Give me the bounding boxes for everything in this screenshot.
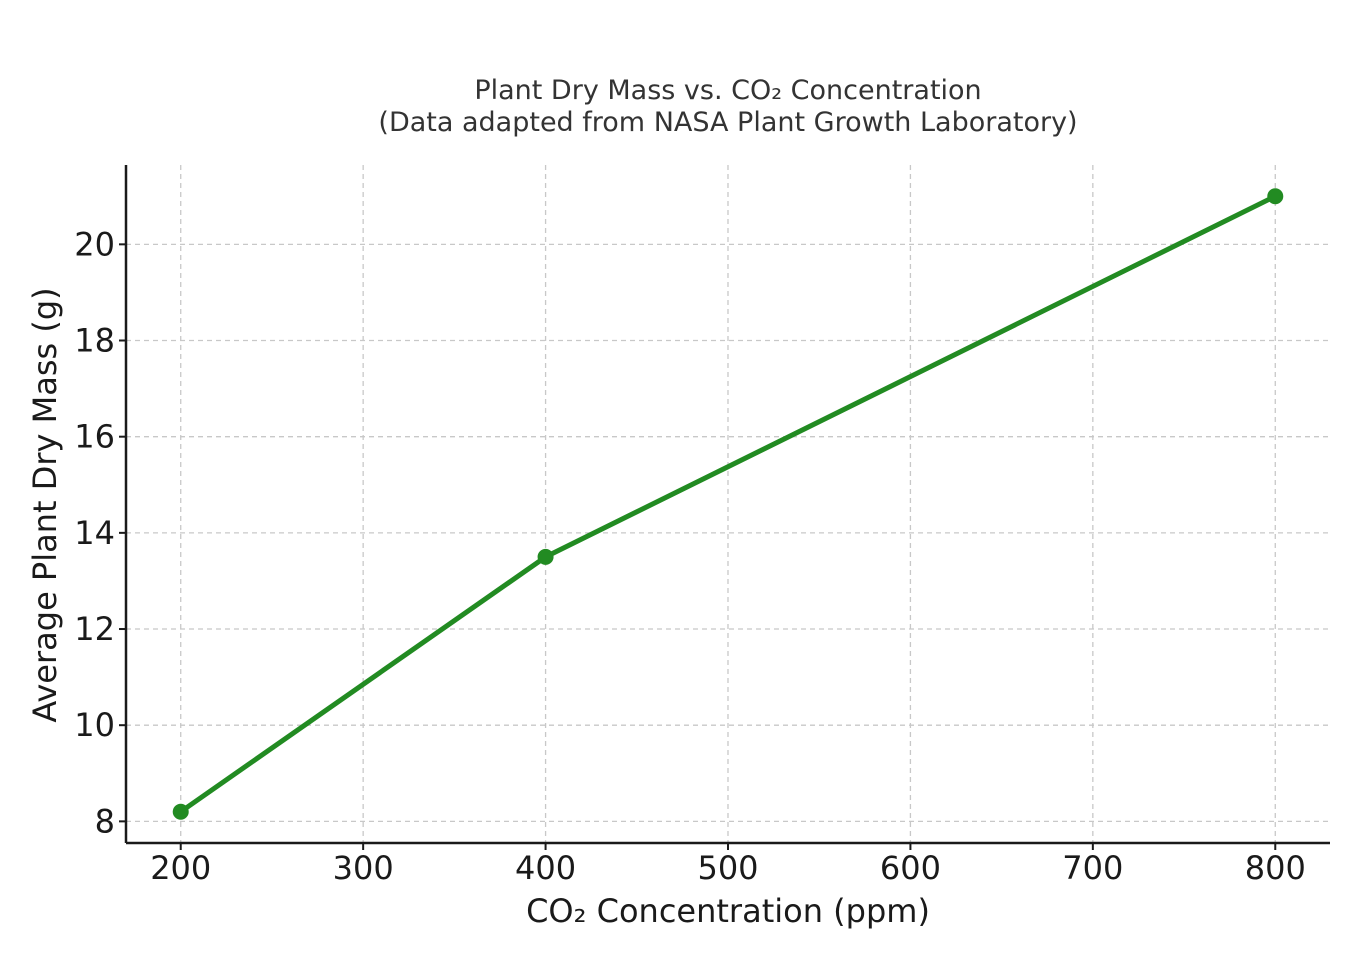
x-tick-label: 700 (1062, 849, 1123, 887)
x-tick-label: 300 (333, 849, 394, 887)
series-line (178, 193, 1278, 815)
x-tick-label: 200 (150, 849, 211, 887)
chart-title: Plant Dry Mass vs. CO₂ Concentration (474, 75, 981, 106)
y-axis-label: Average Plant Dry Mass (g) (26, 287, 64, 722)
grid-lines (126, 165, 1330, 843)
y-tick-label: 20 (74, 225, 115, 263)
data-series (172, 188, 1284, 820)
tick-labels: 200 300 400 500 600 700 800 8 10 12 14 16 18 20 (74, 225, 1306, 887)
x-tick-label: 800 (1245, 849, 1306, 887)
x-axis-label: CO₂ Concentration (ppm) (526, 892, 930, 930)
y-tick-label: 12 (74, 610, 115, 648)
y-tick-label: 16 (74, 418, 115, 456)
x-tick-label: 500 (697, 849, 758, 887)
data-point (1267, 188, 1284, 205)
y-tick-label: 18 (74, 322, 115, 360)
chart-subtitle: (Data adapted from NASA Plant Growth Lab… (378, 107, 1077, 138)
y-tick-label: 8 (95, 802, 115, 840)
y-tick-label: 14 (74, 514, 115, 552)
x-tick-label: 400 (515, 849, 576, 887)
data-point (172, 803, 189, 820)
x-tick-label: 600 (880, 849, 941, 887)
y-tick-label: 10 (74, 706, 115, 744)
data-point (537, 548, 554, 565)
